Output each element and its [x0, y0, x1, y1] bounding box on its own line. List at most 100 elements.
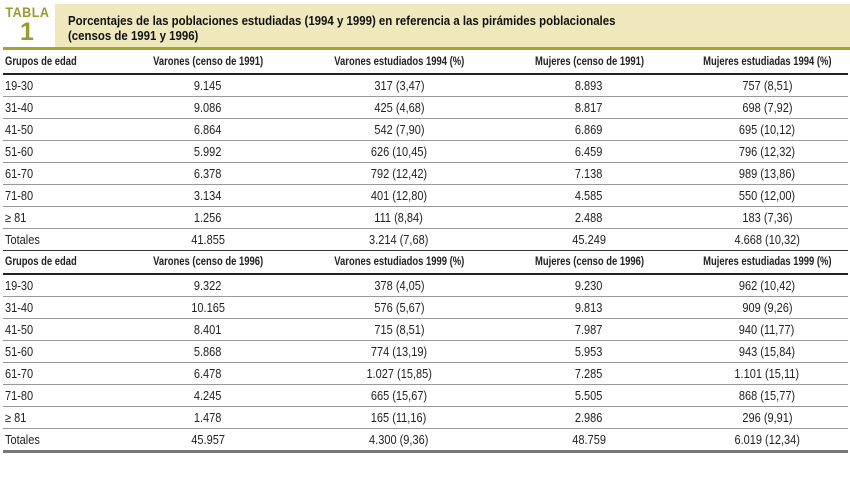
table-cell: 6.459 — [492, 140, 686, 163]
cell-text: 6.869 — [575, 122, 603, 137]
table-cell: 31-40 — [3, 96, 110, 119]
cell-text: 940 (11,77) — [739, 322, 795, 337]
table-cell: 796 (12,32) — [686, 140, 848, 163]
table-row: 41-50 8.401 715 (8,51) 7.987 940 (11,77) — [3, 318, 848, 341]
table-cell: 6.019 (12,34) — [686, 428, 848, 453]
table-row: 61-70 6.378 792 (12,42) 7.138 989 (13,86) — [3, 162, 848, 185]
cell-text: Mujeres (censo de 1996) — [534, 256, 644, 268]
title-divider — [3, 47, 850, 50]
table-label-number: 1 — [20, 18, 34, 46]
column-header: Varones estudiados 1994 (%) — [306, 51, 492, 75]
table-cell: 165 (11,16) — [306, 406, 492, 429]
column-header: Mujeres estudiadas 1999 (%) — [686, 250, 848, 275]
table-cell: 6.864 — [110, 118, 306, 141]
table-cell: 9.145 — [110, 74, 306, 97]
table-title-line2: (censos de 1991 y 1996) — [68, 28, 199, 43]
cell-text: 6.864 — [194, 122, 222, 137]
table-cell: 868 (15,77) — [686, 384, 848, 407]
table-row: ≥ 81 1.478 165 (11,16) 2.986 296 (9,91) — [3, 406, 848, 429]
cell-text: Mujeres estudiadas 1999 (%) — [702, 256, 832, 268]
table-row: 41-50 6.864 542 (7,90) 6.869 695 (10,12) — [3, 118, 848, 141]
table-cell: 542 (7,90) — [306, 118, 492, 141]
table-cell: 1.101 (15,11) — [686, 362, 848, 385]
cell-text: 774 (13,19) — [370, 344, 428, 359]
table-row: 19-30 9.145 317 (3,47) 8.893 757 (8,51) — [3, 74, 848, 97]
cell-text: 7.285 — [575, 366, 603, 381]
cell-text: 5.953 — [575, 344, 603, 359]
cell-text: Totales — [5, 232, 40, 247]
cell-text: 45.249 — [572, 232, 606, 247]
cell-text: 4.245 — [194, 388, 222, 403]
table-cell: 695 (10,12) — [686, 118, 848, 141]
table-cell: 71-80 — [3, 184, 110, 207]
table-cell: 4.668 (10,32) — [686, 228, 848, 251]
table-cell: 19-30 — [3, 274, 110, 297]
table-cell: 715 (8,51) — [306, 318, 492, 341]
table-title-box: Porcentajes de las poblaciones estudiada… — [55, 4, 850, 47]
cell-text: 9.322 — [194, 278, 222, 293]
table-cell: 317 (3,47) — [306, 74, 492, 97]
cell-text: Varones estudiados 1994 (%) — [334, 56, 464, 68]
table-cell: 943 (15,84) — [686, 340, 848, 363]
cell-text: 698 (7,92) — [741, 100, 793, 115]
cell-text: 41-50 — [5, 122, 34, 137]
table-cell: 41-50 — [3, 118, 110, 141]
cell-text: 317 (3,47) — [373, 78, 425, 93]
cell-text: 3.214 (7,68) — [369, 232, 429, 247]
table-row: 51-60 5.868 774 (13,19) 5.953 943 (15,84) — [3, 340, 848, 363]
table-cell: 7.987 — [492, 318, 686, 341]
table-cell: 61-70 — [3, 162, 110, 185]
table-cell: 111 (8,84) — [306, 206, 492, 229]
cell-text: ≥ 81 — [5, 410, 27, 425]
cell-text: 5.505 — [575, 388, 603, 403]
table-cell: ≥ 81 — [3, 206, 110, 229]
table-cell: Totales — [3, 228, 110, 251]
header-row: Grupos de edad Varones (censo de 1991) Var… — [3, 51, 848, 75]
column-header: Varones (censo de 1996) — [110, 250, 306, 275]
table-cell: 1.027 (15,85) — [306, 362, 492, 385]
table-cell: 9.230 — [492, 274, 686, 297]
table-row: 19-30 9.322 378 (4,05) 9.230 962 (10,42) — [3, 274, 848, 297]
cell-text: 715 (8,51) — [373, 322, 425, 337]
cell-text: 9.145 — [194, 78, 222, 93]
table-cell: 401 (12,80) — [306, 184, 492, 207]
table-cell: 3.214 (7,68) — [306, 228, 492, 251]
cell-text: 1.256 — [194, 210, 222, 225]
table-cell: 1.478 — [110, 406, 306, 429]
table-row: 51-60 5.992 626 (10,45) 6.459 796 (12,32) — [3, 140, 848, 163]
cell-text: 51-60 — [5, 344, 34, 359]
cell-text: 8.893 — [575, 78, 603, 93]
column-header: Varones (censo de 1991) — [110, 51, 306, 75]
table-cell: 665 (15,67) — [306, 384, 492, 407]
table-cell: 2.488 — [492, 206, 686, 229]
cell-text: 51-60 — [5, 144, 34, 159]
table-cell: 9.322 — [110, 274, 306, 297]
table-cell: 296 (9,91) — [686, 406, 848, 429]
cell-text: 71-80 — [5, 188, 34, 203]
cell-text: 792 (12,42) — [370, 166, 428, 181]
cell-text: 10.165 — [191, 300, 225, 315]
cell-text: 576 (5,67) — [373, 300, 425, 315]
cell-text: 943 (15,84) — [738, 344, 796, 359]
cell-text: 6.378 — [194, 166, 222, 181]
header-row: Grupos de edad Varones (censo de 1996) Var… — [3, 250, 848, 275]
table-cell: 48.759 — [492, 428, 686, 453]
cell-text: 61-70 — [5, 366, 34, 381]
table-label: TABLA 1 — [3, 4, 51, 46]
table-row: 71-80 3.134 401 (12,80) 4.585 550 (12,00) — [3, 184, 848, 207]
table-row: 31-40 10.165 576 (5,67) 9.813 909 (9,26) — [3, 296, 848, 319]
table-cell: 4.300 (9,36) — [306, 428, 492, 453]
cell-text: 962 (10,42) — [738, 278, 796, 293]
cell-text: 2.488 — [575, 210, 603, 225]
cell-text: 542 (7,90) — [373, 122, 425, 137]
cell-text: 6.478 — [194, 366, 222, 381]
cell-text: Varones estudiados 1999 (%) — [334, 256, 464, 268]
totals-row: Totales 41.855 3.214 (7,68) 45.249 4.668 (10… — [3, 228, 848, 251]
table-cell: 45.249 — [492, 228, 686, 251]
cell-text: 71-80 — [5, 388, 34, 403]
table-cell: 8.817 — [492, 96, 686, 119]
cell-text: 550 (12,00) — [738, 188, 796, 203]
table-cell: 757 (8,51) — [686, 74, 848, 97]
cell-text: 31-40 — [5, 300, 34, 315]
table-cell: 550 (12,00) — [686, 184, 848, 207]
